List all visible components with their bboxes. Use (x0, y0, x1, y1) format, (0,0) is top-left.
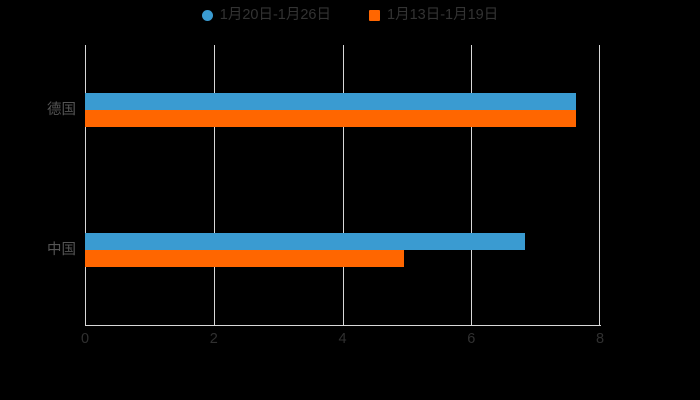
legend-item-series-1[interactable]: 1月20日-1月26日 (201, 7, 331, 23)
orange-square-marker-icon (369, 9, 380, 21)
x-tick-label-2: 2 (209, 331, 218, 347)
legend-label-series-2: 1月13日-1月19日 (387, 7, 499, 23)
x-tick-label-0: 0 (80, 331, 90, 347)
x-tick-label-8: 8 (595, 331, 605, 347)
legend-label-series-1: 1月20日-1月26日 (219, 7, 331, 23)
bar-series-1-cat-1[interactable] (85, 233, 526, 250)
legend-item-series-2[interactable]: 1月13日-1月19日 (369, 8, 498, 23)
gridline-x-8 (599, 45, 600, 325)
bar-series-1-cat-0[interactable] (85, 93, 577, 110)
gridline-x-6 (471, 45, 473, 325)
gridline-x-2 (213, 45, 215, 325)
gridline-x-4 (342, 45, 344, 325)
y-category-label-0: 德国 (47, 101, 76, 118)
gridline-x-0 (85, 45, 86, 325)
x-tick-label-4: 4 (338, 331, 347, 347)
chart-legend: 1月20日-1月26日 1月13日-1月19日 (0, 8, 700, 23)
plot-area (85, 45, 600, 325)
bar-series-2-cat-0[interactable] (85, 110, 577, 127)
x-axis-line (85, 325, 601, 326)
bar-series-2-cat-1[interactable] (85, 250, 404, 267)
y-category-label-1: 中国 (47, 241, 76, 258)
x-tick-label-6: 6 (467, 331, 476, 347)
blue-square-marker-icon (201, 9, 213, 21)
